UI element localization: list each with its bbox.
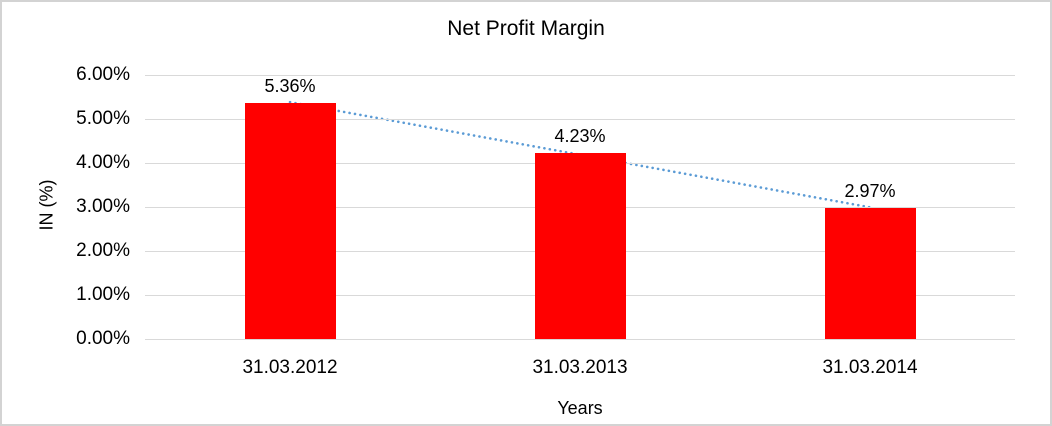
bar: [244, 103, 336, 339]
chart-title: Net Profit Margin: [447, 17, 605, 40]
y-tick-label: 5.00%: [76, 108, 130, 129]
y-tick-label: 0.00%: [76, 328, 130, 349]
gridline: [145, 118, 1015, 120]
y-tick-label: 3.00%: [76, 196, 130, 217]
bar-value-label: 5.36%: [264, 76, 316, 97]
y-tick-label: 6.00%: [76, 64, 130, 85]
bar-value-label: 2.97%: [844, 181, 896, 202]
gridline: [145, 74, 1015, 76]
y-tick-label: 4.00%: [76, 152, 130, 173]
bar-value-label: 4.23%: [554, 125, 606, 146]
y-tick-label: 1.00%: [76, 284, 130, 305]
x-tick-label: 31.03.2012: [242, 357, 338, 378]
x-axis-title: Years: [557, 398, 603, 418]
bar: [824, 208, 916, 339]
bar: [534, 152, 626, 339]
x-tick-label: 31.03.2013: [532, 357, 628, 378]
y-tick-label: 2.00%: [76, 240, 130, 261]
x-tick-label: 31.03.2014: [822, 357, 918, 378]
gridline: [145, 338, 1015, 340]
